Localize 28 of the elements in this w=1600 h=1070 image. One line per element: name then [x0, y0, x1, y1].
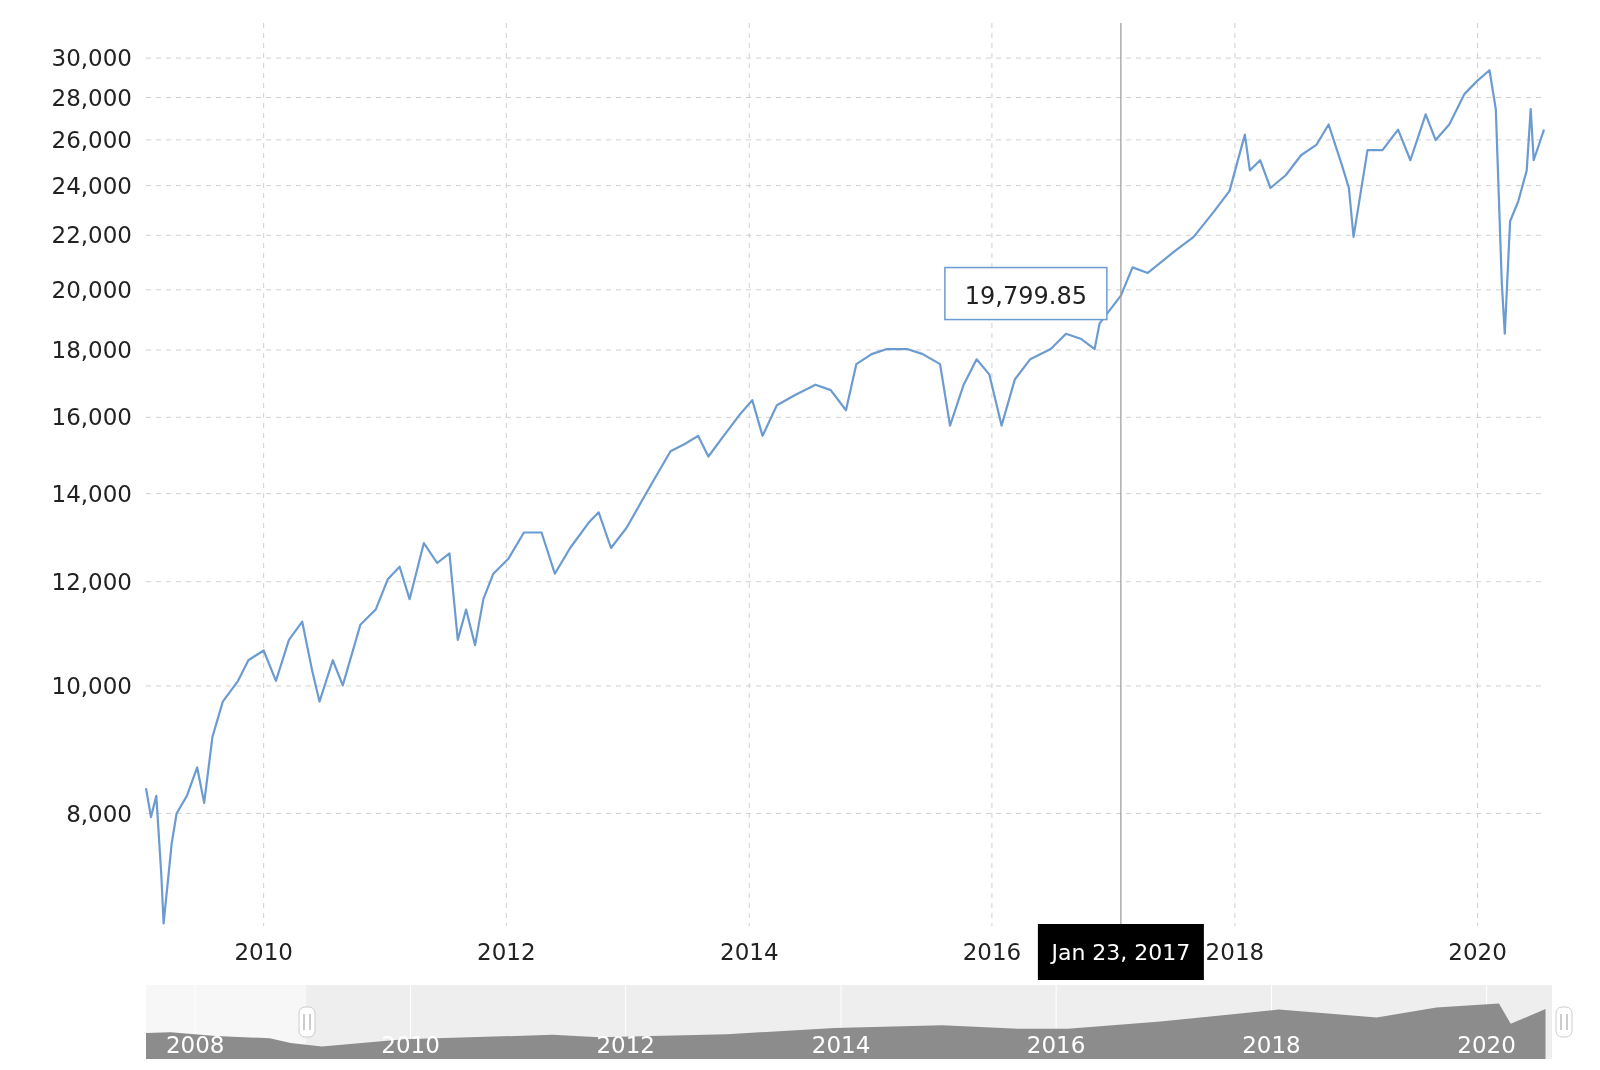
- y-tick-label: 28,000: [51, 84, 132, 111]
- y-tick-label: 8,000: [66, 800, 132, 827]
- x-tick-label: 2020: [1448, 939, 1507, 965]
- x-tick-label: 2010: [381, 1032, 440, 1058]
- y-tick-label: 16,000: [51, 404, 132, 431]
- x-tick-label: 2014: [811, 1032, 871, 1058]
- ref-line-label: Jan 23, 2017: [1049, 940, 1191, 965]
- y-tick-label: 18,000: [51, 337, 132, 364]
- annotation: 19,799.85: [964, 281, 1087, 310]
- y-tick-label: 22,000: [51, 222, 132, 249]
- x-tick-label: 2020: [1457, 1032, 1516, 1058]
- y-tick-label: 20,000: [51, 276, 132, 303]
- x-tick-label: 2012: [596, 1032, 655, 1058]
- x-tick-label: 2010: [234, 939, 293, 965]
- x-tick-label: 2018: [1242, 1032, 1301, 1058]
- x-tick-label: 2018: [1205, 939, 1265, 965]
- x-tick-label: 2016: [1026, 1032, 1086, 1058]
- y-tick-label: 24,000: [51, 172, 132, 199]
- y-tick-label: 26,000: [51, 126, 132, 153]
- x-tick-label: 2016: [962, 939, 1022, 965]
- line-series: [144, 69, 1546, 925]
- y-tick-label: 14,000: [51, 480, 132, 507]
- x-tick-label: 2014: [720, 939, 779, 965]
- x-tick-label: 2012: [477, 939, 536, 965]
- y-tick-label: 30,000: [51, 45, 132, 72]
- x-tick-label: 2008: [165, 1032, 225, 1058]
- y-tick-label: 10,000: [51, 672, 132, 699]
- y-tick-label: 12,000: [51, 568, 132, 595]
